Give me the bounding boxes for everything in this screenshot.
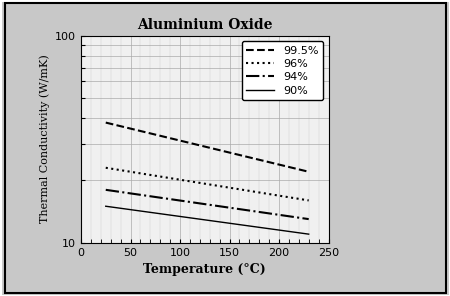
Legend: 99.5%, 96%, 94%, 90%: 99.5%, 96%, 94%, 90%: [242, 41, 323, 100]
Title: Aluminium Oxide: Aluminium Oxide: [137, 17, 273, 32]
X-axis label: Temperature (°C): Temperature (°C): [144, 263, 266, 276]
Y-axis label: Thermal Conductivity (W/mK): Thermal Conductivity (W/mK): [39, 55, 50, 223]
